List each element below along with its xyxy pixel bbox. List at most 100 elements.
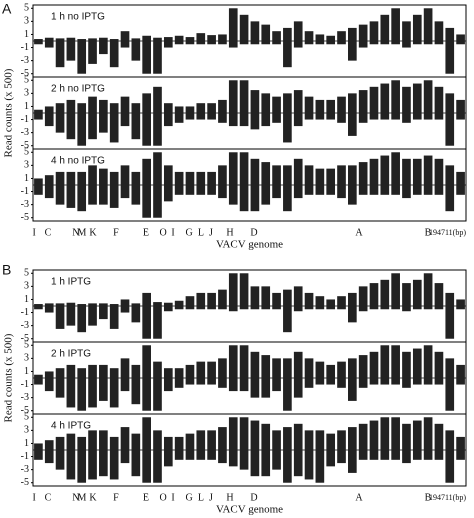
read-bar: [250, 21, 260, 41]
x-tick-label: H: [226, 227, 233, 238]
read-bar: [391, 185, 400, 195]
read-bar: [434, 450, 444, 460]
read-bar: [55, 368, 65, 378]
read-bar: [402, 185, 411, 199]
read-bar: [391, 450, 400, 460]
read-bar: [434, 283, 444, 306]
read-bar: [153, 450, 162, 483]
read-bar: [380, 41, 390, 45]
read-bar: [315, 41, 325, 45]
read-bar: [109, 41, 119, 68]
read-bar: [131, 303, 141, 306]
read-bar: [293, 41, 303, 48]
y-tick-label: -3: [21, 55, 29, 66]
read-bar: [337, 185, 346, 199]
read-bar: [369, 185, 379, 195]
read-bar: [163, 378, 173, 392]
read-bar: [66, 185, 76, 208]
read-bar: [185, 37, 195, 41]
read-bar: [218, 165, 227, 185]
read-bar: [326, 299, 336, 306]
read-bar: [445, 378, 455, 411]
read-bar: [142, 378, 151, 411]
read-bar: [88, 378, 97, 408]
read-bar: [218, 306, 227, 310]
y-tick-label: -5: [21, 68, 29, 79]
read-bar: [207, 361, 216, 378]
x-tick-label: B: [425, 227, 432, 238]
read-bar: [434, 21, 444, 41]
read-bar: [380, 185, 390, 195]
read-bar: [239, 450, 249, 470]
read-bar: [293, 286, 303, 306]
read-bar: [218, 289, 227, 306]
read-bar: [358, 90, 368, 113]
read-bar: [456, 41, 465, 45]
read-bar: [55, 436, 65, 450]
read-bar: [66, 450, 76, 480]
read-bar: [34, 450, 43, 460]
y-axis-label: Read counts (x 500): [3, 68, 15, 157]
read-bar: [99, 430, 108, 450]
read-bar: [77, 304, 87, 306]
read-bar: [391, 345, 400, 378]
read-bar: [196, 41, 206, 45]
read-bar: [99, 450, 108, 477]
read-bar: [120, 31, 130, 41]
read-bar: [337, 165, 346, 185]
read-bar: [77, 185, 87, 212]
read-bar: [423, 273, 433, 306]
read-bar: [337, 96, 346, 113]
read-bar: [315, 185, 325, 195]
read-bar: [358, 41, 368, 48]
read-bar: [261, 378, 271, 398]
read-bar: [109, 185, 119, 208]
read-bar: [142, 158, 151, 185]
read-bar: [55, 113, 65, 133]
read-bar: [66, 433, 76, 450]
read-bar: [326, 433, 336, 450]
read-bar: [348, 41, 357, 61]
read-bar: [293, 423, 303, 450]
read-bar: [369, 283, 379, 306]
read-bar: [391, 8, 400, 41]
read-bar: [44, 378, 54, 392]
read-bar: [153, 185, 162, 218]
read-bar: [185, 113, 195, 120]
read-bar: [120, 378, 130, 392]
read-bar: [218, 427, 227, 450]
read-bar: [228, 273, 238, 306]
read-bar: [445, 450, 455, 483]
x-tick-label: 194711(bp): [429, 493, 466, 502]
read-bar: [163, 41, 173, 48]
read-bar: [380, 83, 390, 113]
read-bar: [185, 106, 195, 113]
read-bar: [412, 378, 422, 385]
read-bar: [131, 185, 141, 205]
x-tick-label: C: [45, 227, 52, 238]
read-bar: [88, 430, 97, 450]
read-bar: [185, 185, 195, 195]
y-tick-label: -5: [21, 333, 29, 344]
read-bar: [99, 185, 108, 205]
read-bar: [412, 306, 422, 310]
read-bar: [218, 450, 227, 464]
read-bar: [369, 420, 379, 450]
read-bar: [272, 378, 281, 392]
read-bar: [315, 378, 325, 385]
read-bar: [412, 279, 422, 306]
read-bar: [88, 38, 97, 41]
read-bar: [445, 93, 455, 113]
read-bar: [358, 286, 368, 306]
read-bar: [326, 378, 336, 385]
x-axis-label: VACV genome: [216, 504, 283, 516]
read-bar: [423, 345, 433, 378]
read-bar: [153, 378, 162, 411]
y-tick-label: -3: [21, 392, 29, 403]
read-bar: [434, 41, 444, 45]
read-bar: [44, 106, 54, 113]
read-bar: [131, 103, 141, 113]
read-bar: [120, 306, 130, 313]
read-bar: [261, 24, 271, 41]
read-bar: [391, 417, 400, 450]
